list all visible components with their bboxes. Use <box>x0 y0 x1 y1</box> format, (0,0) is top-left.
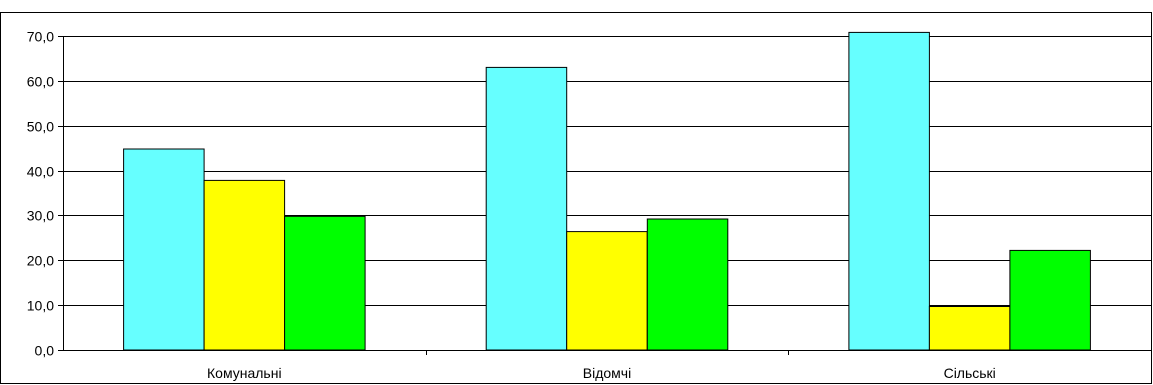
y-tick-label: 70,0 <box>27 29 54 45</box>
bar <box>485 66 568 351</box>
y-tick-label: 0,0 <box>35 343 55 359</box>
x-category-label: Відомчі <box>583 365 631 381</box>
x-category-label: Комунальні <box>207 365 282 381</box>
x-category-label: Сільські <box>944 365 996 381</box>
bar <box>203 179 286 351</box>
bar <box>646 218 729 351</box>
y-tick-label: 50,0 <box>27 119 54 135</box>
y-tick-label: 30,0 <box>27 208 54 224</box>
bars <box>123 31 1091 351</box>
bar <box>566 231 648 351</box>
bar <box>284 215 366 351</box>
y-tick-label: 20,0 <box>27 253 54 269</box>
y-tick-label: 10,0 <box>27 298 54 314</box>
bar <box>848 31 930 351</box>
axes <box>58 36 1151 355</box>
bar <box>1009 249 1091 351</box>
bar <box>928 306 1011 351</box>
labels: 0,0 10,0 20,0 30,0 40,0 50,0 60,0 70,0 Комунальн… <box>27 29 996 382</box>
y-tick-label: 60,0 <box>27 74 54 90</box>
y-tick-label: 40,0 <box>27 164 54 180</box>
bar <box>123 148 205 351</box>
